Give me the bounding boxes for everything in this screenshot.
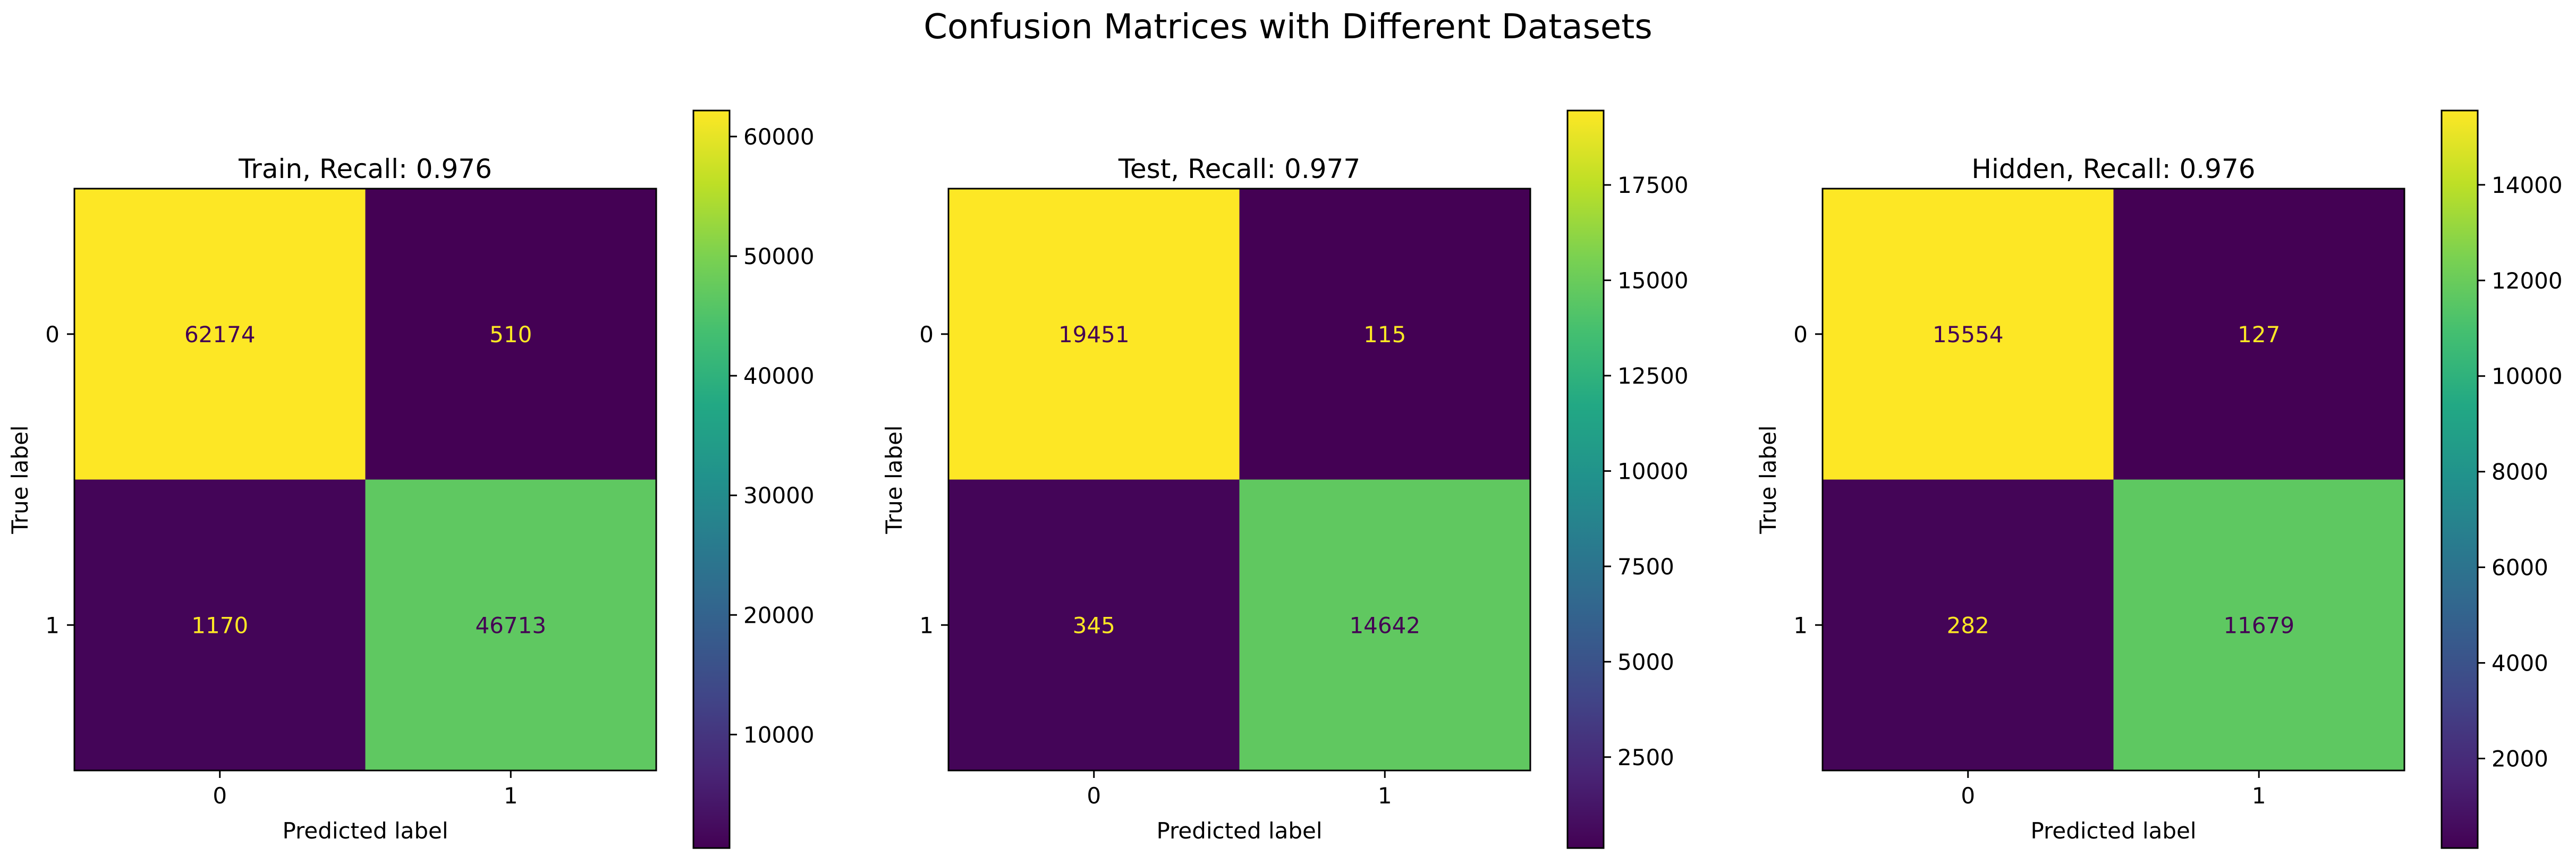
matrix-cell — [365, 479, 656, 770]
cell-value-label: 62174 — [184, 321, 256, 348]
colorbar-frame — [1566, 109, 1605, 849]
colorbar-tick-label: 10000 — [2492, 363, 2563, 389]
cell-value-label: 510 — [489, 321, 532, 348]
x-tick-label: 1 — [1378, 783, 1392, 809]
colorbar-tick-label: 20000 — [743, 602, 815, 628]
heatmap-frame — [73, 188, 657, 772]
cell-value-label: 46713 — [475, 612, 546, 638]
cell-value-label: 14642 — [1349, 612, 1420, 638]
y-axis-label: True label — [1755, 425, 1781, 534]
y-tick-label: 1 — [1793, 612, 1808, 638]
cell-value-label: 282 — [1947, 612, 1989, 638]
matrix-cell — [1823, 189, 2114, 480]
colorbar-tick-label: 7500 — [1617, 554, 1674, 580]
cell-value-label: 345 — [1073, 612, 1115, 638]
matrix-cell — [1823, 479, 2114, 770]
x-tick-label: 0 — [1087, 783, 1101, 809]
colorbar — [1567, 111, 1604, 848]
colorbar-tick-label: 15000 — [1617, 268, 1689, 294]
y-tick-label: 0 — [919, 321, 934, 348]
panel-title: Hidden, Recall: 0.976 — [1971, 154, 2255, 184]
x-axis-label: Predicted label — [2030, 818, 2196, 844]
y-axis-label: True label — [881, 425, 907, 534]
panel-title: Test, Recall: 0.977 — [1118, 154, 1360, 184]
colorbar-tick-label: 6000 — [2492, 555, 2548, 581]
x-tick-label: 0 — [213, 783, 227, 809]
y-tick-label: 1 — [919, 612, 934, 638]
figure-title: Confusion Matrices with Different Datase… — [923, 7, 1653, 47]
x-tick-label: 1 — [504, 783, 518, 809]
cell-value-label: 19451 — [1058, 321, 1130, 348]
heatmap-frame — [1821, 188, 2405, 772]
x-axis-label: Predicted label — [282, 818, 448, 844]
matrix-cell — [74, 189, 366, 480]
colorbar-tick-label: 12500 — [1617, 363, 1689, 389]
colorbar-tick-label: 40000 — [743, 363, 815, 389]
heatmap-frame — [947, 188, 1531, 772]
panel-title: Train, Recall: 0.976 — [238, 154, 492, 184]
colorbar-tick-label: 30000 — [743, 482, 815, 509]
matrix-cell — [365, 189, 656, 480]
matrix-cell — [1239, 189, 1530, 480]
matrix-cell — [948, 189, 1240, 480]
matrix-cell — [2113, 189, 2404, 480]
x-axis-label: Predicted label — [1156, 818, 1322, 844]
y-tick-label: 0 — [1793, 321, 1808, 348]
y-axis-label: True label — [7, 425, 33, 534]
matrix-cell — [1239, 479, 1530, 770]
x-tick-label: 0 — [1961, 783, 1975, 809]
y-tick-label: 0 — [45, 321, 60, 348]
matrix-cell — [74, 479, 366, 770]
matrix-cell — [948, 479, 1240, 770]
colorbar — [693, 111, 730, 848]
colorbar-tick-label: 2500 — [1617, 744, 1674, 770]
colorbar-tick-label: 60000 — [743, 124, 815, 150]
y-tick-label: 1 — [45, 612, 60, 638]
cell-value-label: 127 — [2238, 321, 2280, 348]
matrix-cell — [2113, 479, 2404, 770]
cell-value-label: 115 — [1363, 321, 1406, 348]
colorbar-tick-label: 2000 — [2492, 746, 2548, 772]
colorbar-tick-label: 50000 — [743, 243, 815, 269]
colorbar-frame — [2441, 109, 2479, 849]
colorbar-tick-label: 17500 — [1617, 172, 1689, 198]
cell-value-label: 1170 — [191, 612, 248, 638]
colorbar-frame — [692, 109, 731, 849]
colorbar-tick-label: 8000 — [2492, 459, 2548, 485]
colorbar-tick-label: 14000 — [2492, 172, 2563, 198]
colorbar-tick-label: 4000 — [2492, 650, 2548, 676]
colorbar-tick-label: 10000 — [743, 722, 815, 748]
colorbar — [2442, 111, 2478, 848]
colorbar-tick-label: 5000 — [1617, 649, 1674, 675]
cell-value-label: 11679 — [2223, 612, 2294, 638]
x-tick-label: 1 — [2252, 783, 2266, 809]
cell-value-label: 15554 — [1933, 321, 2004, 348]
colorbar-tick-label: 12000 — [2492, 268, 2563, 294]
colorbar-tick-label: 10000 — [1617, 458, 1689, 484]
